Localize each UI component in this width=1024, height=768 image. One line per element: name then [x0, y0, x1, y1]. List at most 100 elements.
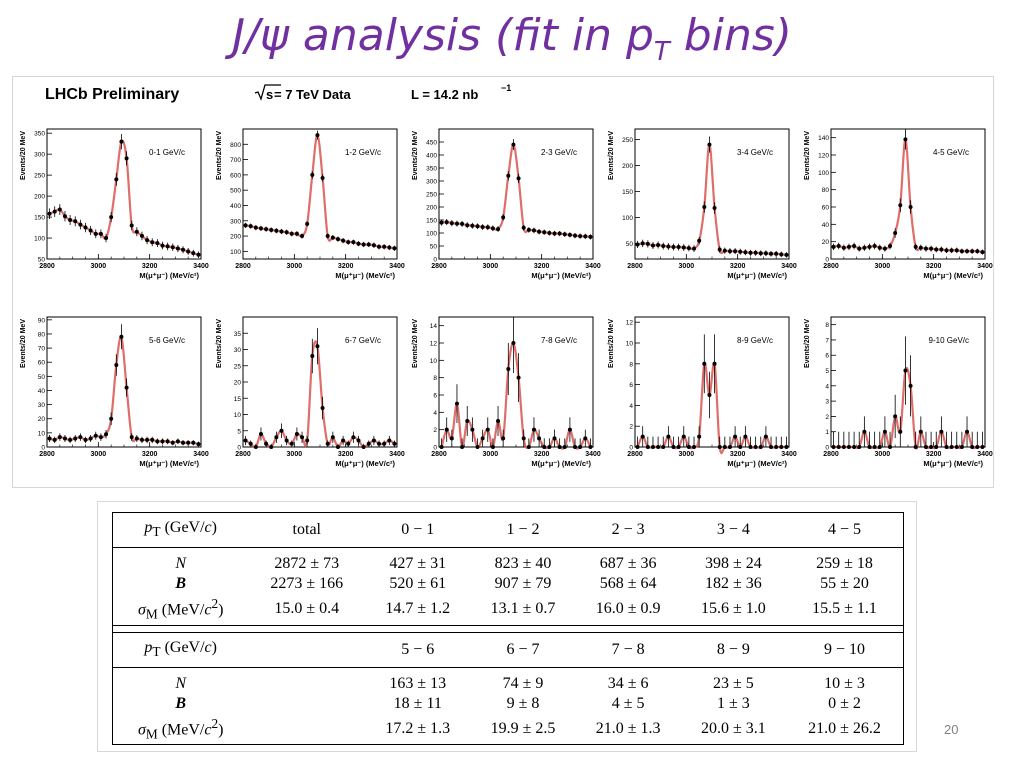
data-point: [650, 243, 655, 248]
data-point: [444, 427, 449, 432]
y-axis-label: Events/20 MeV: [804, 319, 811, 368]
data-point: [165, 439, 170, 444]
data-point: [934, 247, 939, 252]
y-axis-label: Events/20 MeV: [20, 131, 27, 180]
data-point: [155, 241, 160, 246]
data-point: [929, 246, 934, 251]
data-point: [269, 445, 274, 449]
data-point: [712, 361, 717, 366]
y-tick-label: 0: [433, 445, 437, 452]
data-point: [52, 437, 57, 442]
y-tick-label: 100: [426, 231, 437, 238]
y-tick-label: 150: [426, 218, 437, 225]
data-point: [274, 435, 279, 440]
data-point: [857, 445, 862, 449]
x-tick-label: 3200: [338, 263, 354, 270]
y-tick-label: 0: [237, 445, 241, 452]
n-row-label: N: [112, 673, 249, 694]
table-cell: 259 ± 18: [785, 554, 904, 575]
data-point: [743, 250, 748, 255]
data-point: [294, 432, 299, 436]
data-point: [78, 435, 83, 440]
y-tick-label: 250: [34, 173, 45, 180]
y-tick-label: 35: [234, 331, 242, 338]
data-point: [567, 427, 572, 432]
data-point: [908, 205, 913, 209]
pt-bin-label: 6-7 GeV/c: [345, 336, 381, 345]
data-point: [862, 429, 867, 434]
y-tick-label: 6: [629, 382, 633, 389]
data-point: [763, 251, 768, 256]
table-cell: 23 ± 5: [712, 674, 754, 692]
y-tick-label: 20: [822, 239, 830, 246]
pt-bin-label: 1-2 GeV/c: [345, 148, 381, 157]
data-point: [490, 226, 495, 231]
data-point: [944, 248, 949, 253]
y-tick-label: 5: [825, 368, 829, 375]
table-cell: 823 ± 40: [494, 555, 552, 573]
data-point: [465, 419, 470, 423]
y-tick-label: 30: [234, 347, 242, 354]
y-tick-label: 12: [430, 341, 438, 348]
data-point: [758, 445, 763, 449]
data-point: [908, 383, 913, 388]
data-point: [923, 246, 928, 251]
data-point: [315, 344, 320, 349]
data-point: [980, 250, 985, 255]
data-point: [485, 427, 490, 432]
y-tick-label: 10: [626, 341, 634, 348]
data-point: [258, 432, 263, 436]
data-point: [361, 242, 366, 247]
y-tick-label: 0: [825, 257, 829, 264]
x-axis-label: M(μ⁺μ⁻) (MeV/c²): [139, 271, 199, 280]
data-point: [320, 175, 325, 180]
data-point: [181, 247, 186, 252]
y-tick-label: 7: [825, 337, 829, 344]
data-point: [959, 445, 964, 449]
data-point: [882, 246, 887, 251]
sigma-row-label: σM (MeV/c2): [112, 713, 249, 745]
data-points: [47, 324, 201, 447]
data-point: [697, 238, 702, 243]
data-point: [738, 249, 743, 254]
y-tick-label: 3: [825, 399, 829, 406]
data-point: [335, 445, 340, 449]
data-point: [635, 445, 640, 449]
data-point: [439, 445, 444, 449]
data-point: [552, 436, 557, 441]
y-tick-label: 0: [629, 445, 633, 452]
data-point: [666, 244, 671, 249]
data-point: [722, 248, 727, 253]
data-point: [243, 223, 248, 228]
pt-bin-label: 2-3 GeV/c: [541, 148, 577, 157]
mass-fit-plots: LHCb Preliminary s = 7 TeV Data L = 14.2…: [20, 83, 993, 468]
data-point: [371, 438, 376, 443]
data-point: [877, 245, 882, 250]
data-point: [93, 433, 98, 438]
plot-frame: [830, 128, 986, 260]
data-point: [511, 142, 516, 147]
y-axis-label: Events/20 MeV: [412, 131, 419, 180]
x-tick-label: 3000: [679, 451, 695, 458]
data-point: [346, 441, 351, 446]
b-row-label: B: [112, 693, 249, 714]
data-point: [526, 445, 531, 449]
data-point: [305, 221, 310, 226]
data-point: [248, 224, 253, 229]
table-cell: 21.0 ± 1.3: [595, 720, 661, 738]
data-point: [877, 445, 882, 449]
data-point: [181, 440, 186, 445]
x-axis-label: M(μ⁺μ⁻) (MeV/c²): [335, 459, 395, 468]
data-point: [392, 246, 397, 251]
x-tick-label: 3400: [193, 263, 209, 270]
data-point: [258, 226, 263, 231]
data-point: [366, 441, 371, 446]
table-cell: 2872 ± 73: [274, 555, 340, 573]
data-point: [578, 445, 583, 449]
data-point: [671, 245, 676, 250]
x-tick-label: 3200: [142, 451, 158, 458]
table-cell: 182 ± 36: [704, 575, 762, 593]
